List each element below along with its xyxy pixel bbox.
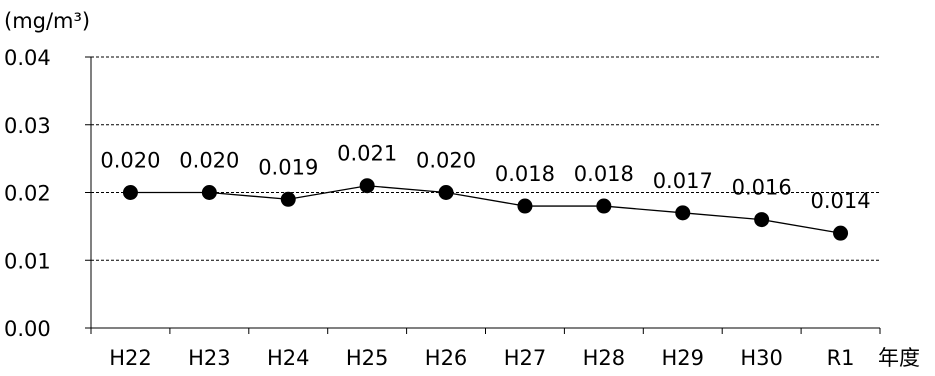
data-label: 0.018 [574,162,634,186]
y-axis-unit-label: (mg/m³) [4,9,90,33]
x-tick-label: H27 [504,346,547,370]
data-labels: 0.020 0.020 0.019 0.021 0.020 0.018 0.018 0.017… [100,142,870,213]
data-label: 0.017 [653,169,713,193]
y-tick-label: 0.00 [4,317,51,341]
y-tick-label: 0.04 [4,46,51,70]
y-tick-labels: 0.00 0.01 0.02 0.03 0.04 [4,46,51,341]
data-point-marker [122,185,138,200]
data-point-marker [754,212,770,228]
data-label: 0.018 [495,162,555,186]
data-point-marker [438,185,454,200]
data-label: 0.021 [337,142,397,166]
x-tick-label: H25 [346,346,389,370]
data-point-marker [675,205,691,221]
data-label: 0.014 [810,189,870,213]
data-label: 0.020 [416,149,476,173]
axes [85,56,881,334]
data-label: 0.020 [179,149,239,173]
data-point-marker [280,191,296,207]
y-tick-label: 0.03 [4,114,51,138]
x-tick-label: H24 [267,346,310,370]
x-axis-label: 年度 [878,346,920,370]
data-label: 0.016 [732,176,792,200]
data-point-marker [596,198,612,214]
y-tick-label: 0.01 [4,249,51,273]
x-tick-labels: H22 H23 H24 H25 H26 H27 H28 H29 H30 R1 [109,346,854,370]
x-tick-label: H30 [740,346,783,370]
x-tick-label: H29 [661,346,704,370]
data-label: 0.019 [258,155,318,179]
data-point-marker [833,225,849,241]
series-line [122,178,849,241]
x-tick-label: H22 [109,346,152,370]
x-tick-label: H26 [425,346,468,370]
data-point-marker [517,198,533,214]
data-point-marker [359,178,375,194]
data-label: 0.020 [100,149,160,173]
x-tick-label: H23 [188,346,231,370]
x-tick-label: H28 [583,346,626,370]
data-point-marker [201,185,217,200]
y-tick-label: 0.02 [4,182,51,206]
grid-lines [91,56,880,261]
x-tick-label: R1 [827,346,855,370]
series-polyline [130,185,841,234]
